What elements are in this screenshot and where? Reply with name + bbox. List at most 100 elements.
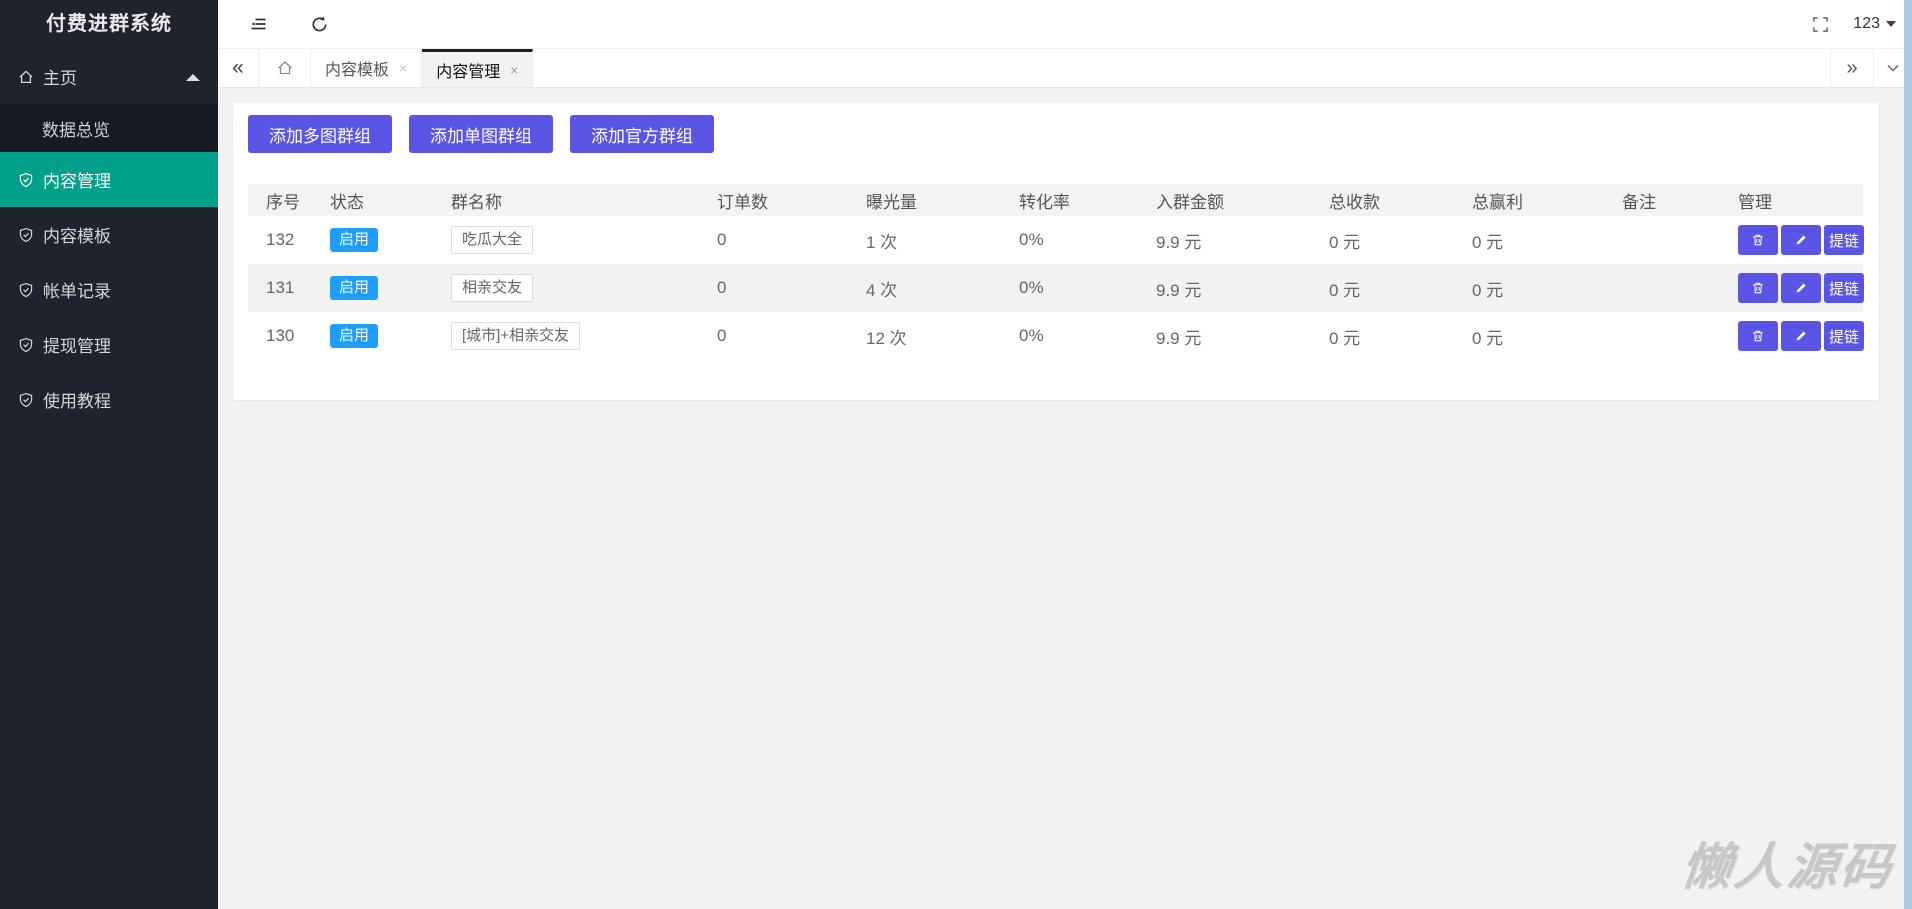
home-icon <box>18 69 42 85</box>
collapse-menu-icon[interactable] <box>236 0 282 49</box>
delete-button[interactable] <box>1738 273 1778 303</box>
cell-income: 0 元 <box>1329 328 1361 348</box>
caret-up-icon <box>186 73 200 81</box>
cell-name: [城市]+相亲交友 <box>433 312 699 360</box>
cell-profit: 0 元 <box>1454 264 1604 312</box>
trash-icon <box>1751 329 1765 343</box>
group-name-tag: 相亲交友 <box>451 274 534 302</box>
cell-amount: 9.9 元 <box>1138 264 1311 312</box>
col-header-id: 序号 <box>248 184 312 216</box>
close-icon[interactable]: × <box>510 61 519 78</box>
user-menu[interactable]: 123 <box>1843 0 1912 49</box>
add-multi-image-group-button[interactable]: 添加多图群组 <box>248 115 392 153</box>
home-icon <box>276 59 294 77</box>
sidebar-item-tutorial[interactable]: 使用教程 <box>0 372 218 427</box>
sidebar: 付费进群系统 主页 数据总览 内容管理 内容模板 帐单记录 提现管理 <box>0 0 218 909</box>
sidebar-item-data-overview[interactable]: 数据总览 <box>0 104 218 152</box>
sidebar-item-label: 提现管理 <box>43 337 111 356</box>
group-name-tag: [城市]+相亲交友 <box>451 322 581 350</box>
shield-check-icon <box>18 172 42 188</box>
status-badge: 启用 <box>330 276 379 300</box>
sidebar-item-label: 内容管理 <box>43 172 111 191</box>
tabs-scroll-right-icon[interactable]: » <box>1830 49 1873 87</box>
app-title: 付费进群系统 <box>46 13 172 35</box>
col-header-amount: 入群金额 <box>1138 184 1311 216</box>
cell-exposure: 1 次 <box>866 232 898 252</box>
cell-income: 0 元 <box>1311 264 1454 312</box>
col-header-income: 总收款 <box>1311 184 1454 216</box>
col-header-note: 备注 <box>1604 184 1720 216</box>
close-icon[interactable]: × <box>399 60 408 76</box>
cell-rate: 0% <box>1019 230 1044 249</box>
add-single-image-group-button[interactable]: 添加单图群组 <box>409 115 553 153</box>
shield-check-icon <box>18 227 42 243</box>
cell-status: 启用 <box>312 264 433 312</box>
col-header-rate: 转化率 <box>1001 184 1138 216</box>
fullscreen-icon[interactable] <box>1797 0 1843 49</box>
cell-id: 131 <box>248 264 312 312</box>
cell-note <box>1604 312 1720 360</box>
cell-name: 相亲交友 <box>433 264 699 312</box>
tab-content-template[interactable]: 内容模板 × <box>311 49 423 87</box>
col-header-orders: 订单数 <box>699 184 848 216</box>
toolbar: 添加多图群组 添加单图群组 添加官方群组 <box>248 115 1863 153</box>
add-official-group-button[interactable]: 添加官方群组 <box>570 115 714 153</box>
sidebar-item-withdraw-manage[interactable]: 提现管理 <box>0 317 218 372</box>
content-card: 添加多图群组 添加单图群组 添加官方群组 序号 状态 群名称 订单数 曝光量 转… <box>233 103 1878 400</box>
col-header-exposure: 曝光量 <box>848 184 1001 216</box>
cell-amount: 9.9 元 <box>1156 232 1202 252</box>
tab-content-manage[interactable]: 内容管理 × <box>422 49 534 87</box>
cell-id: 132 <box>266 230 295 249</box>
tabs-dropdown-icon[interactable] <box>1873 49 1912 87</box>
cell-status: 启用 <box>312 312 433 360</box>
page-scrollbar[interactable] <box>1904 0 1912 909</box>
status-badge: 启用 <box>330 324 379 348</box>
sidebar-item-bill-record[interactable]: 帐单记录 <box>0 262 218 317</box>
col-header-name: 群名称 <box>433 184 699 216</box>
cell-note <box>1604 216 1720 264</box>
extract-link-button[interactable]: 提链 <box>1824 225 1864 255</box>
extract-link-button[interactable]: 提链 <box>1824 273 1864 303</box>
cell-orders: 0 <box>717 230 727 249</box>
shield-check-icon <box>18 282 42 298</box>
sidebar-item-label: 内容模板 <box>43 227 111 246</box>
edit-button[interactable] <box>1781 273 1821 303</box>
cell-note <box>1604 264 1720 312</box>
table-row: 132 启用 吃瓜大全 0 1 次 0% 9.9 元 0 元 0 元 提链 <box>248 216 1864 264</box>
col-header-status: 状态 <box>312 184 433 216</box>
edit-button[interactable] <box>1781 225 1821 255</box>
sidebar-item-content-template[interactable]: 内容模板 <box>0 207 218 262</box>
cell-profit: 0 元 <box>1472 232 1504 252</box>
caret-down-icon <box>1886 21 1896 27</box>
edit-button[interactable] <box>1781 321 1821 351</box>
cell-name: 吃瓜大全 <box>433 216 699 264</box>
cell-orders: 0 <box>699 264 848 312</box>
cell-profit: 0 元 <box>1472 328 1504 348</box>
delete-button[interactable] <box>1738 321 1778 351</box>
sidebar-item-content-manage[interactable]: 内容管理 <box>0 152 218 207</box>
refresh-icon[interactable] <box>296 0 342 49</box>
shield-check-icon <box>18 337 42 353</box>
sidebar-item-label: 使用教程 <box>43 392 111 411</box>
sidebar-item-label: 帐单记录 <box>43 282 111 301</box>
sidebar-item-home[interactable]: 主页 <box>0 49 218 104</box>
cell-rate: 0% <box>1019 326 1044 345</box>
main-content: 添加多图群组 添加单图群组 添加官方群组 序号 状态 群名称 订单数 曝光量 转… <box>218 89 1912 909</box>
table-header-row: 序号 状态 群名称 订单数 曝光量 转化率 入群金额 总收款 总赢利 备注 管理 <box>248 184 1863 216</box>
tabbar: « 内容模板 × 内容管理 × » <box>218 49 1912 88</box>
group-table: 序号 状态 群名称 订单数 曝光量 转化率 入群金额 总收款 总赢利 备注 管理… <box>248 184 1864 360</box>
tabs-scroll-left-icon[interactable]: « <box>218 49 259 87</box>
sidebar-item-label: 数据总览 <box>42 120 110 140</box>
cell-status: 启用 <box>312 216 433 264</box>
table-row: 130 启用 [城市]+相亲交友 0 12 次 0% 9.9 元 0 元 0 元 提链 <box>248 312 1864 360</box>
tab-home[interactable] <box>259 49 311 87</box>
extract-link-button[interactable]: 提链 <box>1824 321 1864 351</box>
sidebar-item-label: 主页 <box>43 69 77 88</box>
delete-button[interactable] <box>1738 225 1778 255</box>
trash-icon <box>1751 281 1765 295</box>
cell-orders: 0 <box>717 326 727 345</box>
trash-icon <box>1751 233 1765 247</box>
group-name-tag: 吃瓜大全 <box>451 226 534 254</box>
